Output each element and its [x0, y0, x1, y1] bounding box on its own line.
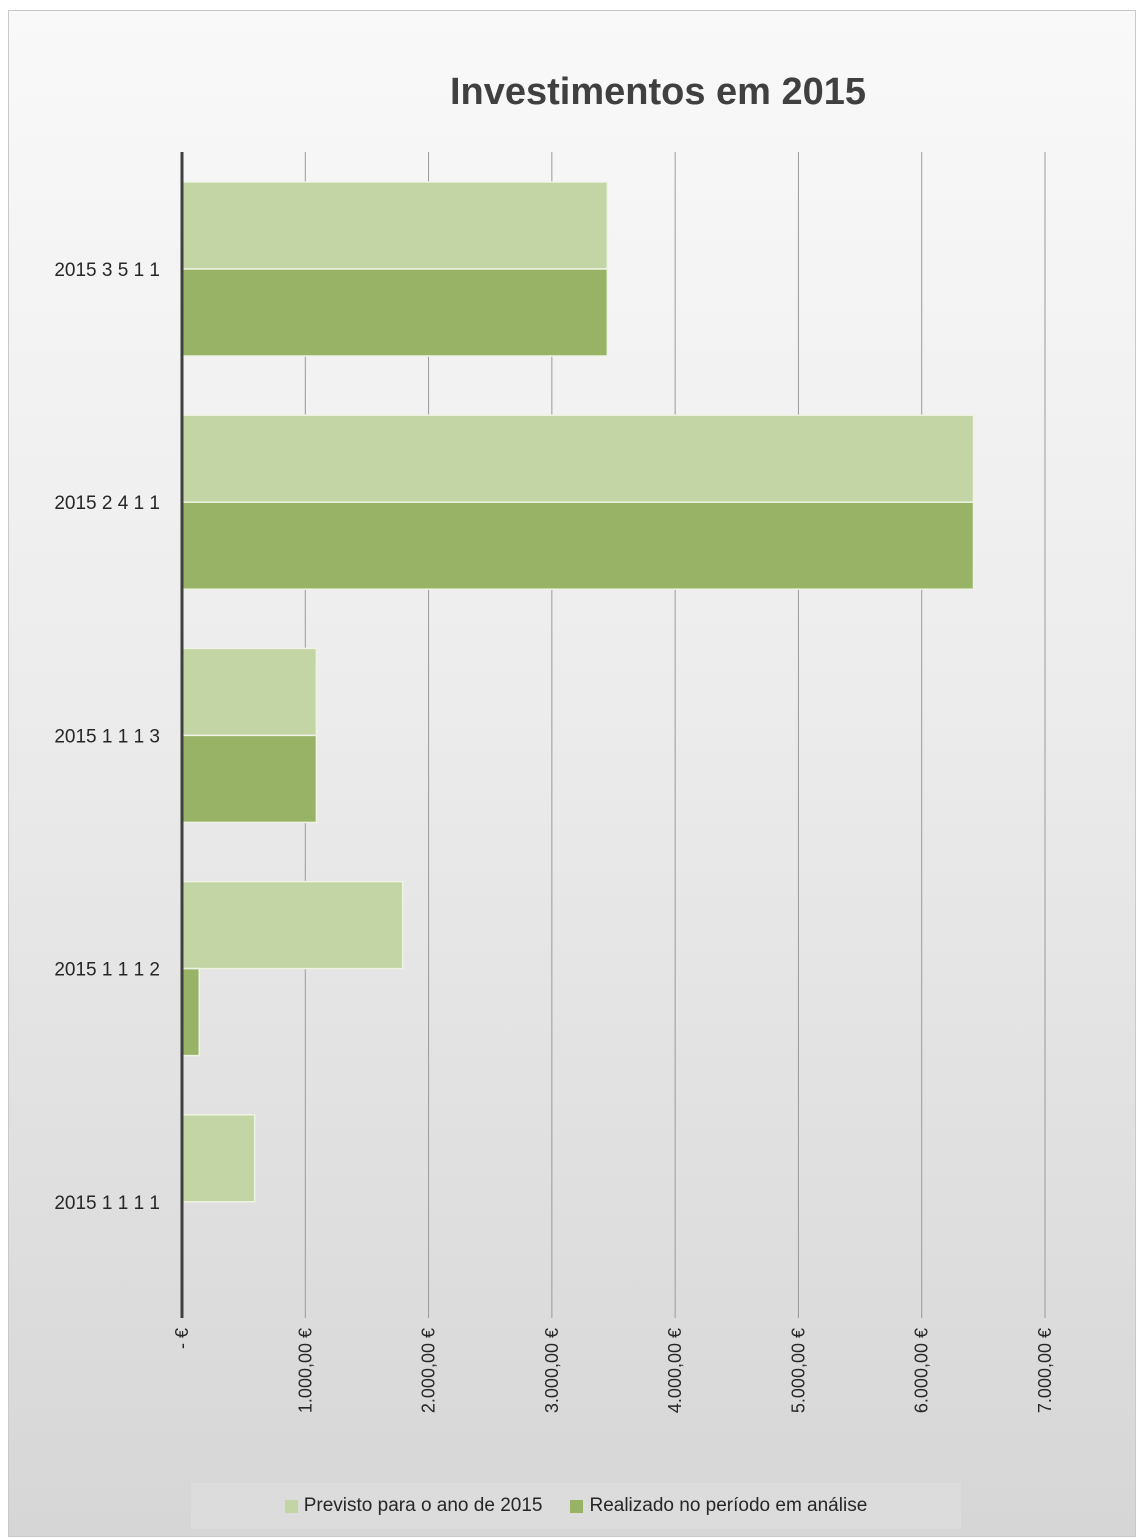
category-label: 2015 1 1 1 2	[54, 960, 160, 981]
bar	[181, 734, 318, 824]
bar	[181, 414, 975, 503]
category-label: 2015 2 4 1 1	[54, 493, 160, 514]
legend-label-previsto: Previsto para o ano de 2015	[303, 1495, 543, 1516]
legend-item-realizado: Realizado no período em análise	[570, 1495, 867, 1517]
bar	[181, 1114, 256, 1203]
tick-label: 2.000,00 €	[419, 1328, 439, 1413]
bar	[181, 181, 609, 270]
bar	[181, 967, 201, 1057]
legend: Previsto para o ano de 2015 Realizado no…	[191, 1483, 961, 1529]
value-axis-labels: - € 1.000,00 € 2.000,00 € 3.000,00 € 4.000,0…	[172, 1328, 1055, 1413]
legend-label-realizado: Realizado no período em análise	[589, 1495, 868, 1516]
bar	[181, 647, 318, 737]
legend-swatch-realizado	[570, 1499, 584, 1513]
legend-swatch-previsto	[284, 1499, 298, 1513]
bar	[181, 880, 404, 970]
category-label: 2015 1 1 1 3	[54, 726, 160, 747]
tick-label: 6.000,00 €	[912, 1328, 932, 1413]
tick-label: - €	[172, 1328, 192, 1349]
bar	[181, 501, 975, 590]
legend-item-previsto: Previsto para o ano de 2015	[284, 1495, 543, 1517]
bars	[181, 181, 975, 1203]
tick-label: 1.000,00 €	[295, 1328, 315, 1413]
category-labels: 2015 3 5 1 1 2015 2 4 1 1 2015 1 1 1 3 2015…	[54, 260, 160, 1214]
category-label: 2015 1 1 1 1	[54, 1193, 160, 1214]
tick-label: 7.000,00 €	[1035, 1328, 1055, 1413]
bar	[181, 268, 609, 357]
tick-label: 5.000,00 €	[788, 1328, 808, 1413]
category-label: 2015 3 5 1 1	[54, 260, 160, 281]
tick-label: 3.000,00 €	[542, 1328, 562, 1413]
tick-label: 4.000,00 €	[665, 1328, 685, 1413]
chart-title: Investimentos em 2015	[450, 71, 866, 113]
